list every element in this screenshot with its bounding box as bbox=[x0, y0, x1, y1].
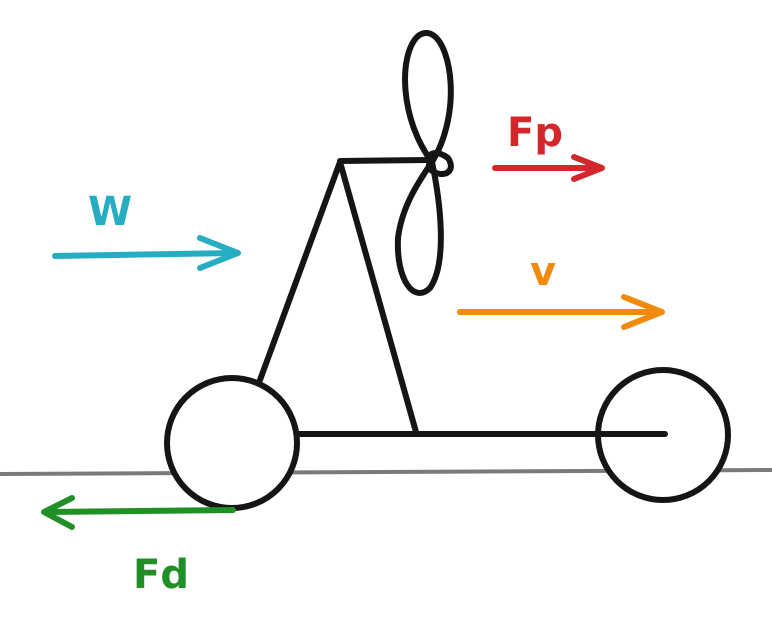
wind-label: W bbox=[88, 189, 132, 235]
propeller-force-arrow bbox=[492, 154, 605, 182]
propeller-hub bbox=[426, 150, 454, 178]
propeller-lower-blade bbox=[394, 159, 444, 296]
mast-top-bar bbox=[337, 157, 433, 164]
propeller bbox=[394, 30, 454, 296]
velocity-arrow bbox=[457, 294, 665, 330]
mast-frame bbox=[257, 159, 419, 435]
propeller-force-label: Fp bbox=[507, 110, 563, 156]
drag-force-label: Fd bbox=[133, 552, 189, 598]
rear-wheel bbox=[164, 375, 300, 511]
drag-force-arrow bbox=[41, 495, 236, 530]
velocity-label: v bbox=[530, 249, 556, 295]
propeller-upper-blade bbox=[402, 30, 454, 165]
wind-arrow bbox=[52, 235, 241, 271]
